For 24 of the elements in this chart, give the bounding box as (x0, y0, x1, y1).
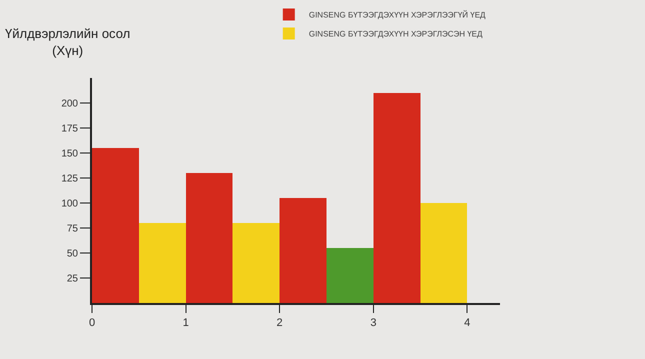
legend-label: GINSENG БҮТЭЭГДЭХҮҮН ХЭРЭГЛЭСЭН ҮЕД (308, 30, 483, 39)
bar (138, 223, 186, 303)
y-tick-label: 125 (61, 174, 78, 184)
y-axis-title: Үйлдвэрлэлийн осол (Хүн) (5, 26, 130, 58)
x-tick-label: 2 (276, 317, 283, 330)
y-tick-label: 175 (61, 124, 78, 134)
y-tick-label: 50 (66, 248, 78, 260)
x-tick-label: 1 (182, 317, 189, 330)
y-tick-label: 150 (61, 148, 78, 160)
bar (92, 148, 139, 303)
bar (186, 173, 233, 303)
y-tick-label: 25 (66, 274, 78, 284)
bar (420, 203, 468, 303)
x-tick-label: 3 (370, 317, 376, 330)
y-tick-label: 75 (66, 224, 78, 234)
y-tick-label: 200 (61, 98, 78, 110)
bar (232, 223, 280, 303)
bar (280, 198, 326, 303)
bar (373, 93, 420, 303)
x-tick-label: 0 (88, 317, 96, 330)
y-tick-label: 100 (61, 198, 78, 210)
bar (326, 248, 374, 303)
x-tick-label: 4 (464, 317, 470, 330)
legend-label: GINSENG БҮТЭЭГДЭХҮҮН ХЭРЭГЛЭЭГҮЙ ҮЕД (308, 10, 486, 20)
